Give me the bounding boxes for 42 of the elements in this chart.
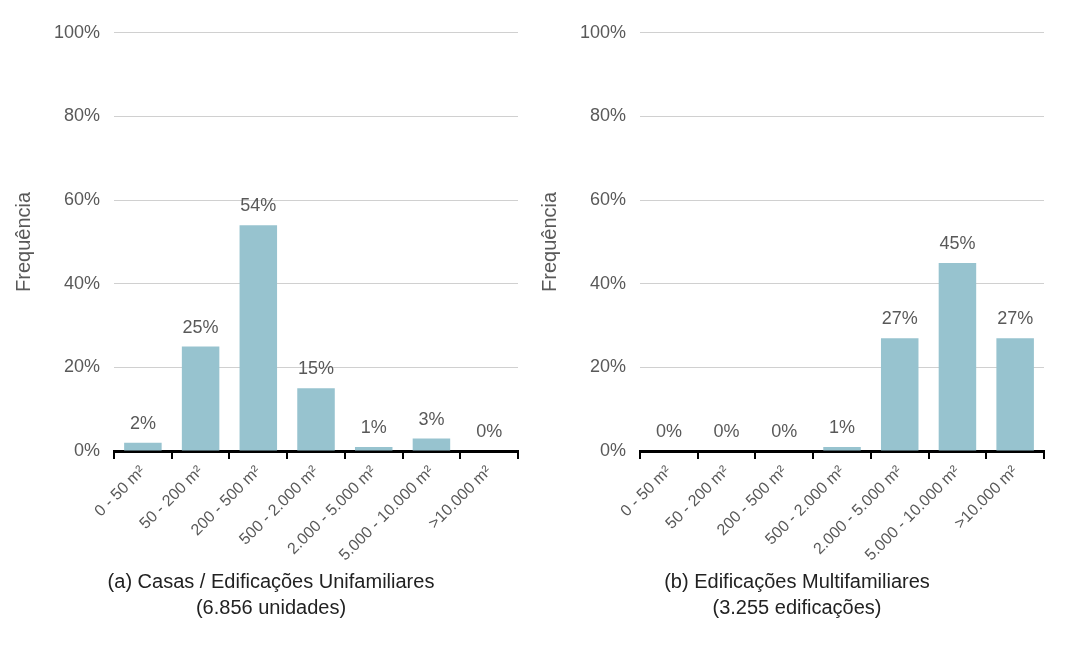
text: (b) Edificações Multifamiliares [664,569,930,594]
text: (a) Casas / Edificações Unifamiliares [107,569,435,594]
y-tick-label: 0% [600,440,627,461]
bar [938,262,977,451]
bar [354,446,393,451]
data-label: 2% [129,412,156,433]
data-label: 3% [418,408,445,429]
text: (3.255 edificações) [712,595,882,620]
y-tick-label: 60% [64,189,101,210]
bar [181,346,220,451]
data-label: 45% [939,232,976,253]
bar [996,338,1034,451]
y-tick-label: 20% [64,356,101,377]
y-tick-label: 40% [64,272,101,293]
y-axis-title: Frequência [11,191,34,292]
bar [297,388,335,451]
y-tick-label: 20% [590,356,627,377]
y-tick-label: 60% [590,189,627,210]
bar [124,442,162,451]
y-axis-title: Frequência [537,191,560,292]
bar [823,446,861,451]
bar [239,225,278,451]
data-label: 27% [997,308,1034,329]
data-label: 0% [771,421,798,442]
y-tick-label: 100% [53,21,101,42]
data-label: 1% [360,416,387,437]
data-label: 0% [713,421,740,442]
y-tick-label: 0% [74,440,101,461]
data-label: 27% [881,308,918,329]
bar [412,438,451,451]
data-label: 0% [655,421,682,442]
bar [880,338,919,451]
data-label: 15% [298,358,335,379]
y-tick-label: 80% [590,105,627,126]
y-tick-label: 100% [579,21,627,42]
y-tick-label: 40% [590,272,627,293]
data-label: 1% [829,416,856,437]
y-tick-label: 80% [64,105,101,126]
text: (6.856 unidades) [195,595,347,620]
data-label: 54% [240,195,277,216]
data-label: 0% [476,421,503,442]
data-label: 25% [182,316,219,337]
